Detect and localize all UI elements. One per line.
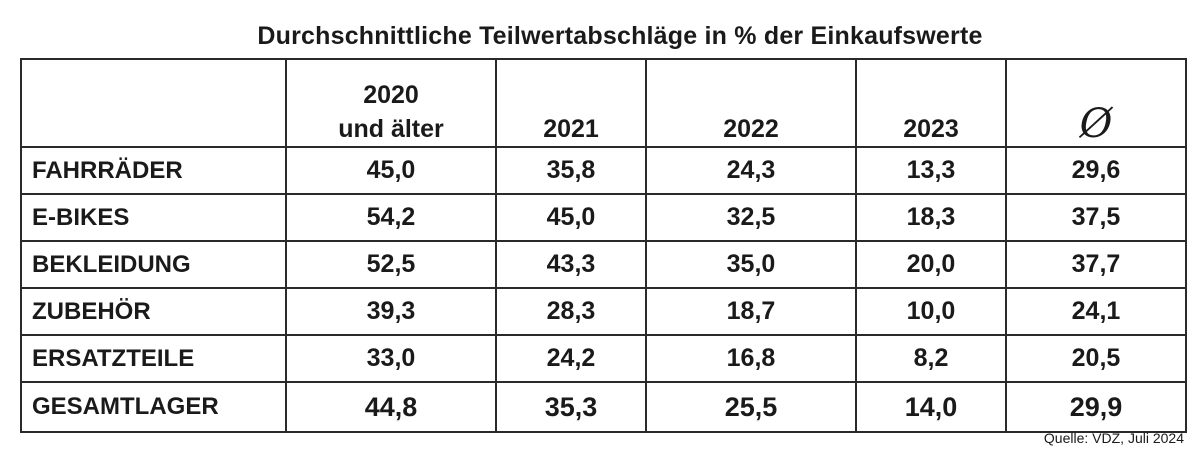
row-label: E-BIKES (20, 194, 287, 241)
average-symbol: Ø (1079, 101, 1113, 147)
table-cell: 45,0 (495, 194, 647, 241)
table-cell: 44,8 (285, 382, 497, 432)
header-2023: 2023 (855, 59, 1007, 147)
table-cell: 54,2 (285, 194, 497, 241)
header-empty (20, 59, 287, 147)
table-cell: 52,5 (285, 241, 497, 288)
header-average: Ø (1005, 59, 1187, 147)
table-cell: 20,5 (1005, 335, 1187, 382)
table-cell: 8,2 (855, 335, 1007, 382)
table-cell: 24,3 (645, 147, 857, 194)
table-row: ERSATZTEILE 33,0 24,2 16,8 8,2 20,5 (20, 335, 1187, 382)
header-row: 2020 und älter 2021 2022 2023 Ø (20, 59, 1187, 147)
table-row: FAHRRÄDER 45,0 35,8 24,3 13,3 29,6 (20, 147, 1187, 194)
row-label: BEKLEIDUNG (20, 241, 287, 288)
table-cell: 35,8 (495, 147, 647, 194)
data-table: 2020 und älter 2021 2022 2023 Ø FAHRRÄDE… (20, 58, 1187, 433)
table-cell: 24,2 (495, 335, 647, 382)
header-2020: 2020 und älter (285, 59, 497, 147)
table-cell: 43,3 (495, 241, 647, 288)
header-2021: 2021 (495, 59, 647, 147)
table-cell: 28,3 (495, 288, 647, 335)
row-label: GESAMTLAGER (20, 382, 287, 432)
row-label: ERSATZTEILE (20, 335, 287, 382)
table-cell: 13,3 (855, 147, 1007, 194)
table-cell: 18,3 (855, 194, 1007, 241)
header-2020-line2: und älter (338, 115, 444, 143)
table-row: BEKLEIDUNG 52,5 43,3 35,0 20,0 37,7 (20, 241, 1187, 288)
table-cell: 24,1 (1005, 288, 1187, 335)
table-row: E-BIKES 54,2 45,0 32,5 18,3 37,5 (20, 194, 1187, 241)
table-cell: 29,6 (1005, 147, 1187, 194)
table-title: Durchschnittliche Teilwertabschläge in %… (257, 22, 983, 50)
table-cell: 29,9 (1005, 382, 1187, 432)
table-cell: 33,0 (285, 335, 497, 382)
header-2022: 2022 (645, 59, 857, 147)
table-cell: 20,0 (855, 241, 1007, 288)
table-cell: 35,0 (645, 241, 857, 288)
table-cell: 35,3 (495, 382, 647, 432)
table-row: GESAMTLAGER 44,8 35,3 25,5 14,0 29,9 (20, 382, 1187, 432)
header-2020-line1: 2020 (363, 81, 419, 109)
table-cell: 37,7 (1005, 241, 1187, 288)
table-cell: 16,8 (645, 335, 857, 382)
table-cell: 18,7 (645, 288, 857, 335)
table-cell: 37,5 (1005, 194, 1187, 241)
table-cell: 32,5 (645, 194, 857, 241)
table-cell: 10,0 (855, 288, 1007, 335)
source-note: Quelle: VDZ, Juli 2024 (1043, 430, 1184, 446)
row-label: ZUBEHÖR (20, 288, 287, 335)
table-row: ZUBEHÖR 39,3 28,3 18,7 10,0 24,1 (20, 288, 1187, 335)
table-cell: 14,0 (855, 382, 1007, 432)
table-cell: 25,5 (645, 382, 857, 432)
row-label: FAHRRÄDER (20, 147, 287, 194)
table-cell: 45,0 (285, 147, 497, 194)
table-cell: 39,3 (285, 288, 497, 335)
